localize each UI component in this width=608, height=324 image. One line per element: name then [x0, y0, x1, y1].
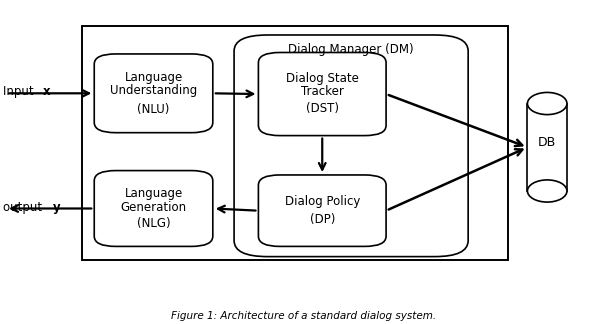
Text: output: output: [3, 201, 46, 214]
FancyBboxPatch shape: [258, 52, 386, 135]
Text: Dialog State: Dialog State: [286, 72, 359, 85]
FancyBboxPatch shape: [94, 54, 213, 133]
Text: Understanding: Understanding: [110, 84, 197, 97]
Bar: [528, 104, 567, 191]
Text: (DP): (DP): [309, 213, 335, 226]
Ellipse shape: [528, 92, 567, 115]
Text: y: y: [53, 201, 61, 214]
Ellipse shape: [528, 180, 567, 202]
Text: Input: Input: [3, 85, 38, 98]
Text: (NLG): (NLG): [137, 217, 170, 230]
Text: Language: Language: [125, 71, 182, 84]
Bar: [82, 26, 508, 260]
Text: Dialog Policy: Dialog Policy: [285, 195, 360, 208]
FancyBboxPatch shape: [94, 170, 213, 247]
Text: (NLU): (NLU): [137, 103, 170, 116]
Text: x: x: [43, 85, 50, 98]
FancyBboxPatch shape: [258, 175, 386, 247]
FancyBboxPatch shape: [234, 35, 468, 257]
Text: (DST): (DST): [306, 101, 339, 115]
Text: Language: Language: [125, 187, 182, 201]
Text: Figure 1: Architecture of a standard dialog system.: Figure 1: Architecture of a standard dia…: [171, 311, 437, 321]
Text: DB: DB: [538, 136, 556, 149]
Text: Dialog Manager (DM): Dialog Manager (DM): [288, 43, 414, 56]
Text: Generation: Generation: [120, 201, 187, 214]
Text: Tracker: Tracker: [301, 85, 344, 98]
